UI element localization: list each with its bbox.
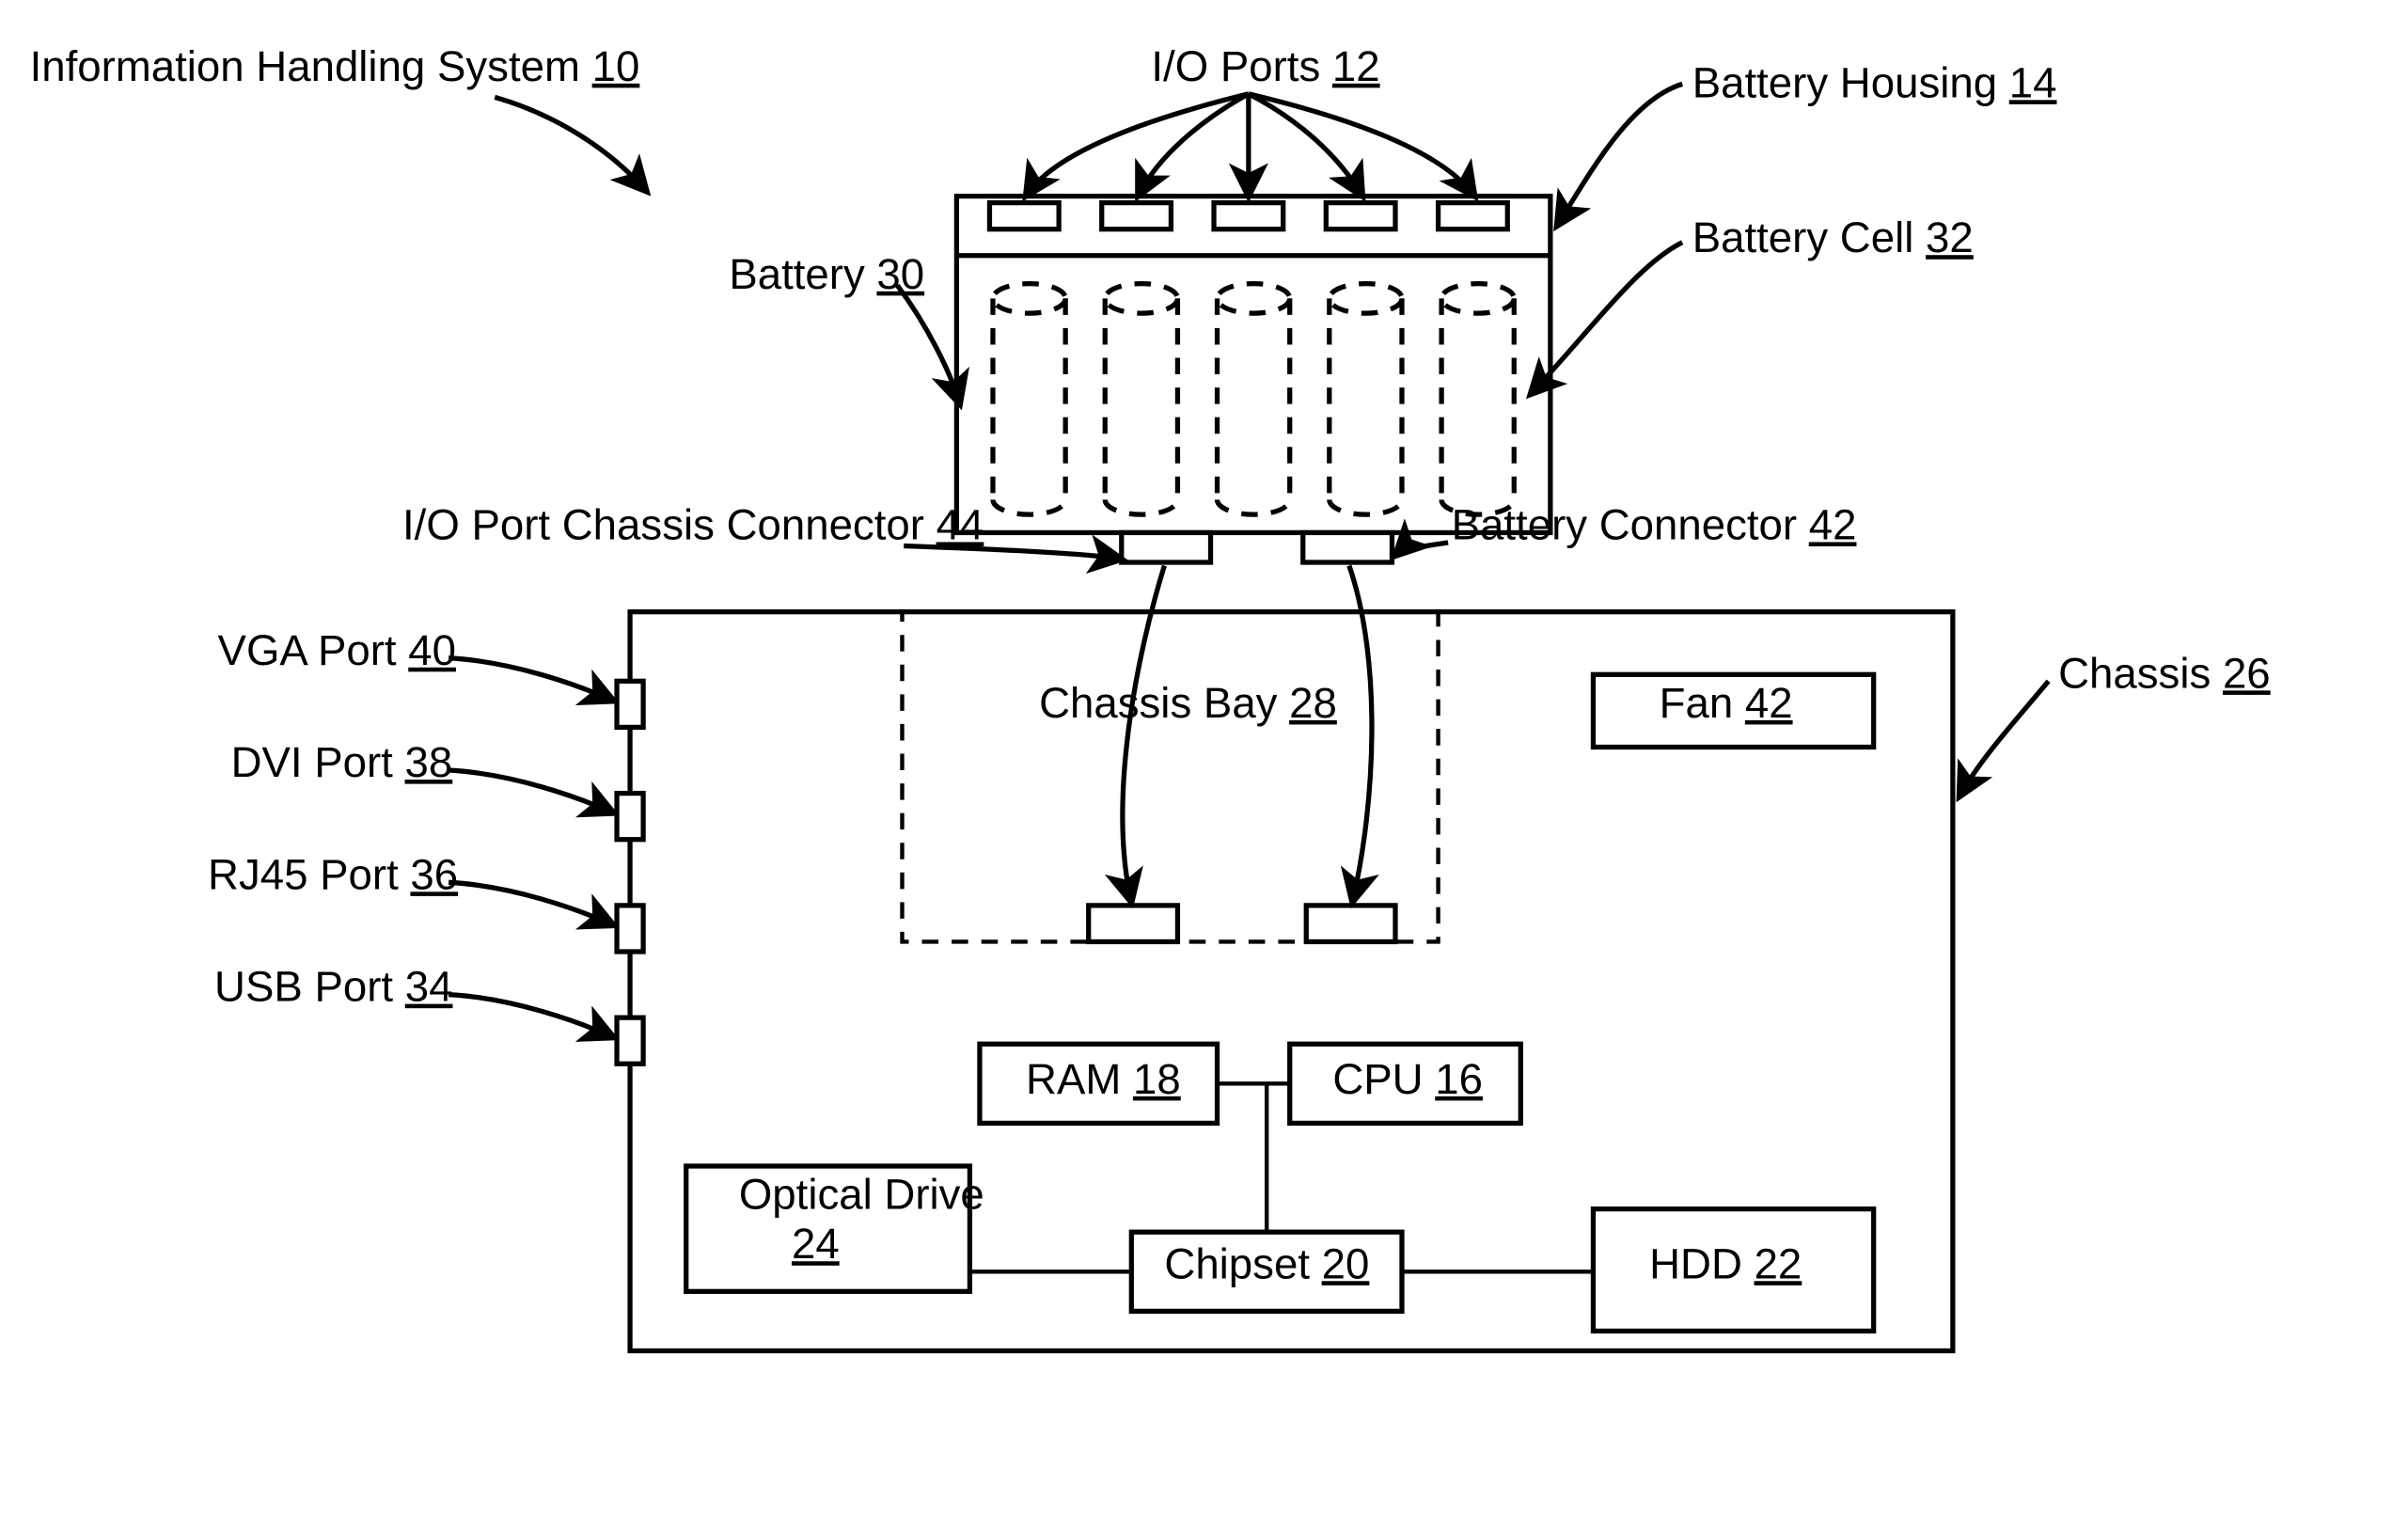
lbl-batt-cell: Battery Cell 32 (1692, 213, 1974, 261)
lbl-io-conn: I/O Port Chassis Connector 44 (402, 500, 984, 548)
lbl-chassis: Chassis 26 (2058, 649, 2271, 697)
lbl-optical-l1: Optical Drive (739, 1171, 984, 1219)
lbl-optical-l2: 24 (792, 1220, 840, 1268)
lbl-chipset: Chipset 20 (1164, 1239, 1369, 1287)
lbl-batt-housing: Battery Housing 14 (1692, 58, 2057, 106)
battery-connector-left (1122, 532, 1211, 562)
lbl-ioports: I/O Ports 12 (1151, 42, 1379, 90)
lbl-dvi: DVI Port 38 (231, 738, 453, 786)
lbl-usb: USB Port 34 (214, 963, 452, 1011)
lbl-battery: Battery 30 (729, 250, 924, 298)
lbl-cpu: CPU 16 (1332, 1055, 1483, 1103)
battery-connector-right (1303, 532, 1393, 562)
lbl-fan: Fan 42 (1660, 679, 1793, 727)
lbl-vga: VGA Port 40 (218, 626, 456, 674)
lbl-chassis-bay: Chassis Bay 28 (1039, 679, 1337, 727)
lbl-system: Information Handling System 10 (30, 42, 640, 90)
lbl-hdd: HDD 22 (1649, 1239, 1802, 1287)
lbl-batt-conn: Battery Connector 42 (1452, 500, 1857, 548)
lbl-rj45: RJ45 Port 36 (208, 850, 458, 898)
diagram-root: Information Handling System 10 I/O Ports… (0, 0, 2408, 1514)
lbl-ram: RAM 18 (1026, 1055, 1181, 1103)
battery-housing-rect (956, 197, 1550, 533)
